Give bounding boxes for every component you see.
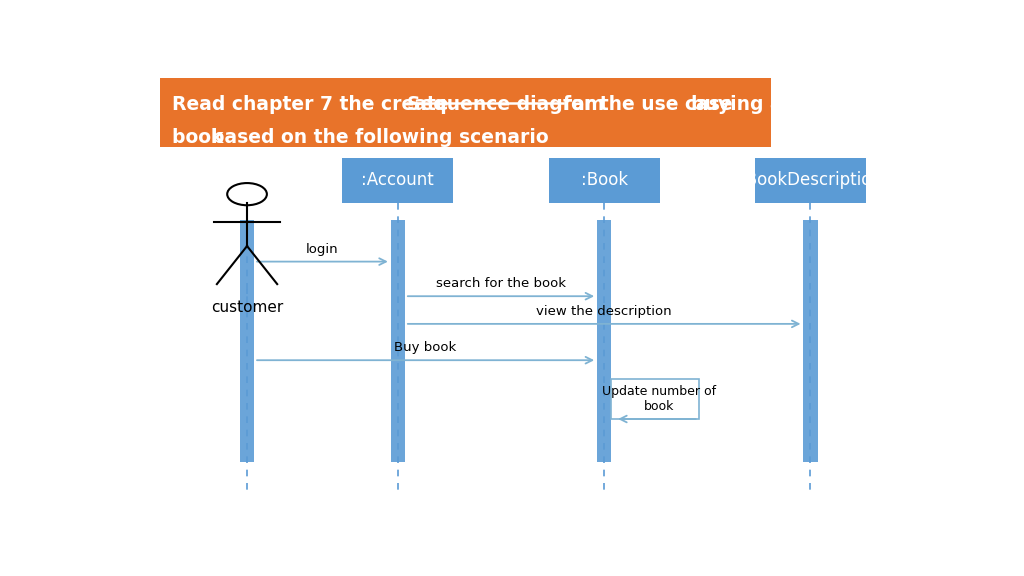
Text: :Book: :Book <box>581 171 628 190</box>
Text: search for the book: search for the book <box>436 278 566 290</box>
Text: book: book <box>172 128 229 147</box>
Text: based on the following scenario: based on the following scenario <box>211 128 548 147</box>
Bar <box>549 158 659 203</box>
Text: customer: customer <box>211 300 284 314</box>
Bar <box>391 220 404 463</box>
Bar <box>755 158 866 203</box>
Text: :Account: :Account <box>361 171 434 190</box>
Bar <box>804 220 817 463</box>
Bar <box>160 78 771 147</box>
Bar <box>342 158 454 203</box>
Text: buying a: buying a <box>691 95 783 114</box>
Text: Update number of
book: Update number of book <box>602 385 716 413</box>
Text: for the use case: for the use case <box>563 95 739 114</box>
Text: Sequence diagram: Sequence diagram <box>408 95 611 114</box>
Text: Read chapter 7 the create: Read chapter 7 the create <box>172 95 455 114</box>
Bar <box>611 379 698 419</box>
Text: view the description: view the description <box>537 305 672 318</box>
Bar <box>240 220 254 463</box>
Bar <box>597 220 611 463</box>
Text: login: login <box>306 243 339 256</box>
Text: Buy book: Buy book <box>394 342 457 354</box>
Text: :BookDescription: :BookDescription <box>739 171 882 190</box>
